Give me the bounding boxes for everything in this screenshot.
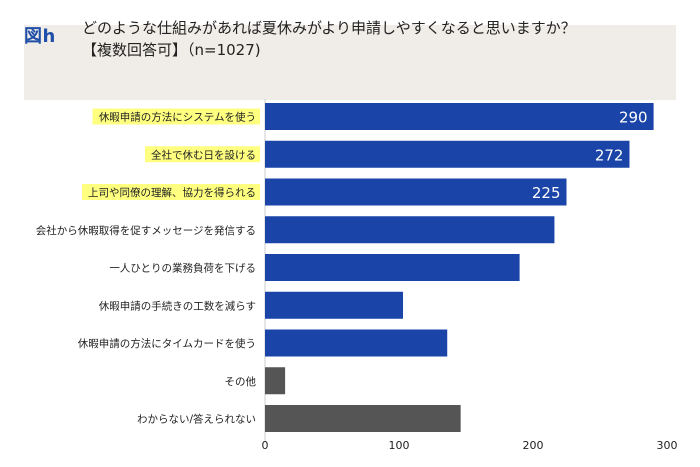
category-label: 休暇申請の手続きの工数を減らす [99,299,256,312]
bar [265,178,567,206]
label-highlight [145,146,260,163]
bar [265,367,286,395]
title-line-1: どのような仕組みがあれば夏休みがより申請しやすくなると思いますか？ [82,19,576,37]
category-label: その他 [225,375,257,388]
figure-label: 図h [24,26,56,47]
bar-value-label: 272 [595,146,624,164]
bar [265,291,404,319]
label-highlight [82,184,260,200]
bar [265,254,520,281]
chart-header [24,25,676,100]
bar-value-label: 290 [619,109,648,127]
bar [265,405,461,432]
category-label: 会社から休暇取得を促すメッセージを発信する [36,224,256,237]
bar [265,216,555,244]
chart-title: どのような仕組みがあれば夏休みがより申請しやすくなると思いますか？ 【複数回答可… [82,17,576,61]
x-tick-label: 200 [523,439,544,452]
category-label: 上司や同僚の理解、協力を得られる [88,186,256,199]
bar [265,103,654,130]
bar [265,329,448,357]
title-line-2: 【複数回答可】（n=1027) [82,41,261,59]
x-tick-label: 100 [389,439,410,452]
category-label: 一人ひとりの業務負荷を下げる [109,262,256,275]
label-highlight [92,108,260,125]
category-label: 休暇申請の方法にシステムを使う [99,111,256,124]
bar [265,140,630,168]
category-label: 全社で休む日を設ける [151,148,256,161]
category-label: わからない/答えられない [137,413,256,426]
x-tick-label: 300 [657,439,678,452]
bar-value-label: 225 [532,184,561,202]
category-label: 休暇申請の方法にタイムカードを使う [78,337,256,350]
x-tick-label: 0 [262,439,269,452]
